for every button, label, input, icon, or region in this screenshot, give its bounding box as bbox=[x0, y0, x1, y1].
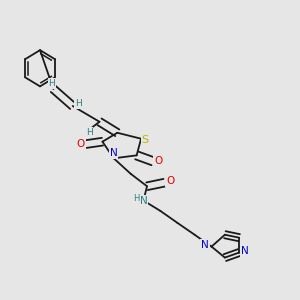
Text: H: H bbox=[134, 194, 140, 203]
Text: N: N bbox=[241, 246, 249, 256]
Text: O: O bbox=[154, 156, 162, 166]
Text: N: N bbox=[110, 148, 118, 158]
Text: H: H bbox=[49, 79, 55, 88]
Text: S: S bbox=[142, 135, 149, 145]
Text: O: O bbox=[166, 176, 174, 186]
Text: N: N bbox=[140, 196, 147, 206]
Text: H: H bbox=[86, 128, 92, 137]
Text: H: H bbox=[134, 195, 141, 204]
Text: O: O bbox=[76, 139, 85, 149]
Text: N: N bbox=[140, 196, 147, 206]
Text: N: N bbox=[201, 240, 209, 250]
Text: H: H bbox=[75, 99, 81, 108]
